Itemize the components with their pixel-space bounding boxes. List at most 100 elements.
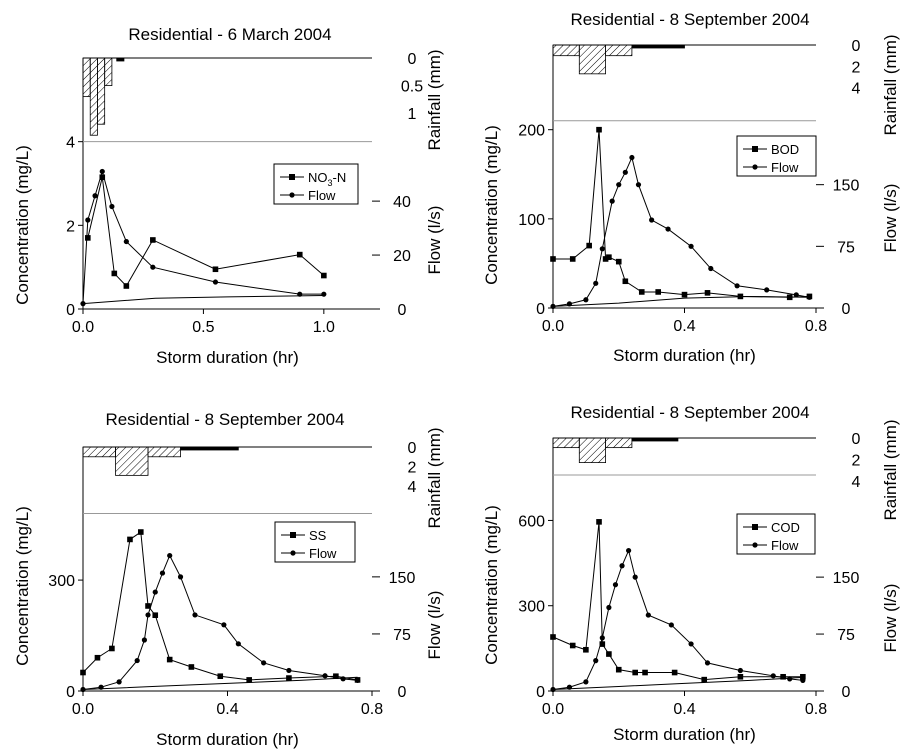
legend-circle-marker (290, 550, 296, 556)
concentration-point (123, 283, 130, 289)
concentration-point (217, 673, 224, 680)
chart-panel-2: BOD Flow (548, 44, 824, 313)
concentration-point (606, 651, 612, 657)
concentration-point (701, 676, 708, 683)
rainfall-bar (116, 57, 125, 62)
y-tick-label: 200 (518, 123, 545, 140)
legend-square-marker (752, 146, 758, 152)
legend-box (736, 135, 817, 177)
rainfall-bar (104, 57, 113, 86)
concentration-point (321, 272, 327, 279)
flow-point (734, 283, 740, 289)
flow-point (354, 677, 361, 683)
y-tick-label: 0 (66, 684, 75, 701)
y-axis-label: Concentration (mg/L) (482, 505, 501, 665)
flow-point (116, 679, 122, 685)
x-tick-label: 0.0 (542, 318, 564, 335)
flow-tick-label: 0 (398, 684, 407, 701)
concentration-point (296, 251, 303, 258)
flow-point (606, 604, 612, 611)
flow-point (622, 169, 628, 175)
concentration-point (638, 289, 645, 295)
x-axis-label: Storm duration (hr) (613, 725, 756, 744)
legend-label: Flow (309, 546, 337, 561)
flow-point (192, 612, 198, 618)
flow-tick-label: 75 (393, 627, 411, 644)
flow-point (141, 637, 148, 643)
flow-point (770, 673, 776, 679)
y-axis-label: Concentration (mg/L) (482, 125, 501, 285)
rainfall-axis-label: Rainfall (mm) (881, 419, 900, 520)
chart-title: Residential - 8 September 2004 (570, 10, 809, 29)
concentration-line (552, 521, 803, 681)
concentration-point (583, 646, 589, 653)
concentration-point (737, 673, 744, 680)
rainfall-bar (605, 437, 633, 449)
rainfall-tick-label: 2 (852, 452, 861, 469)
concentration-point (152, 612, 159, 619)
concentration-point (622, 278, 629, 285)
x-tick-label: 0.0 (72, 701, 94, 718)
rainfall-bar (578, 44, 606, 75)
legend: BOD Flow (736, 135, 817, 177)
concentration-point (681, 291, 688, 298)
legend-label-rest: -N (333, 170, 347, 185)
flow-line (82, 169, 324, 304)
concentration-point (596, 519, 602, 525)
rainfall-axis-label: Rainfall (mm) (425, 427, 444, 528)
flow-point (665, 226, 671, 232)
x-axis-label: Storm duration (hr) (156, 730, 299, 749)
legend: COD Flow (736, 513, 816, 555)
concentration-point (333, 673, 339, 680)
concentration-point (550, 256, 556, 262)
concentration-point (596, 126, 602, 133)
flow-axis-label: Flow (l/s) (881, 184, 900, 253)
flow-baseline-line (82, 676, 358, 690)
legend-label: COD (771, 520, 800, 535)
y-tick-label: 600 (518, 513, 545, 530)
flow-tick-label: 20 (393, 248, 411, 265)
y-tick-label: 0 (536, 301, 545, 318)
y-tick-label: 300 (48, 573, 75, 590)
concentration-point (780, 673, 786, 680)
x-tick-label: 0.4 (673, 318, 695, 335)
flow-point (619, 563, 625, 569)
flow-point (645, 612, 651, 618)
chart-panel-4: COD Flow (548, 437, 824, 696)
concentration-point (212, 266, 219, 273)
rainfall-tick-label: 0 (408, 51, 417, 68)
x-tick-label: 0.5 (192, 319, 214, 336)
rainfall-axis-label: Rainfall (mm) (425, 49, 444, 150)
concentration-point (569, 642, 576, 649)
flow-tick-label: 150 (389, 570, 416, 587)
flow-point (212, 279, 219, 285)
flow-point (152, 589, 158, 595)
flow-point (626, 547, 632, 554)
concentration-line (82, 531, 358, 681)
legend-circle-marker (752, 164, 758, 170)
legend-label: Flow (771, 160, 799, 175)
concentration-point (150, 237, 156, 243)
flow-point (550, 686, 556, 693)
legend-label: Flow (771, 538, 799, 553)
legend-circle-marker (752, 542, 758, 548)
rainfall-bar (82, 446, 116, 458)
legend-square-marker (290, 532, 296, 538)
rainfall-bar (82, 57, 91, 98)
concentration-point (586, 242, 592, 249)
flow-baseline-line (552, 676, 803, 690)
rainfall-tick-label: 4 (408, 479, 417, 496)
legend-square-marker (289, 174, 295, 180)
legend-box (274, 521, 356, 563)
flow-tick-label: 0 (842, 684, 851, 701)
legend-square-marker (752, 524, 758, 530)
rainfall-tick-label: 1 (408, 106, 417, 123)
chart-title: Residential - 8 September 2004 (105, 410, 344, 429)
x-axis-label: Storm duration (hr) (613, 346, 756, 365)
concentration-point (94, 654, 101, 661)
flow-tick-label: 0 (842, 301, 851, 318)
concentration-point (615, 666, 622, 673)
flow-point (800, 677, 806, 683)
